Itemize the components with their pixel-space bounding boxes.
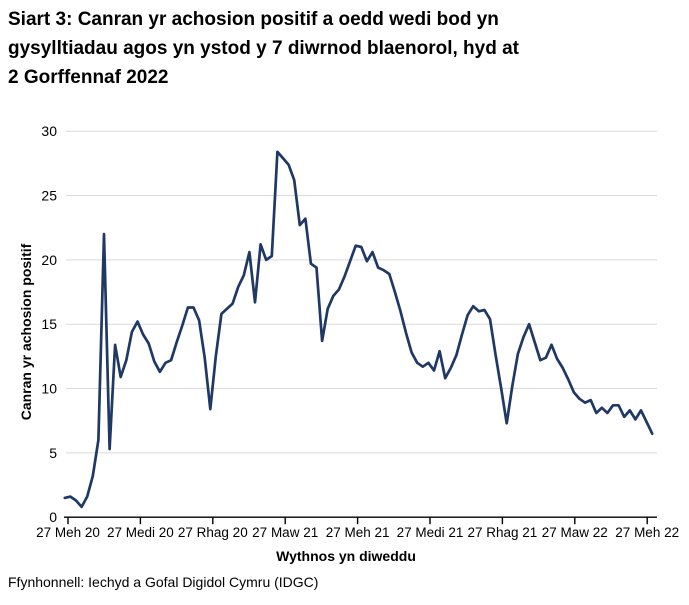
y-tick-label: 20: [41, 252, 57, 268]
y-axis-title: Canran yr achosion positif: [18, 243, 34, 421]
y-tick-label: 0: [49, 509, 57, 525]
x-tick-label: 27 Meh 22: [615, 525, 679, 540]
y-tick-label: 30: [41, 123, 57, 139]
y-tick-label: 25: [41, 188, 57, 204]
y-tick-label: 15: [41, 316, 57, 332]
x-tick-label: 27 Rhag 20: [178, 525, 248, 540]
y-tick-label: 10: [41, 381, 57, 397]
x-tick-label: 27 Meh 20: [36, 525, 100, 540]
x-tick-label: 27 Maw 22: [542, 525, 608, 540]
x-tick-label: 27 Medi 20: [107, 525, 174, 540]
source-note: Ffynhonnell: Iechyd a Gofal Digidol Cymr…: [8, 574, 319, 590]
x-tick-label: 27 Meh 21: [326, 525, 390, 540]
x-tick-label: 27 Medi 21: [397, 525, 464, 540]
chart-title: Siart 3: Canran yr achosion positif a oe…: [8, 9, 519, 88]
x-tick-label: 27 Maw 21: [252, 525, 318, 540]
x-tick-label: 27 Rhag 21: [467, 525, 537, 540]
y-tick-label: 5: [49, 445, 57, 461]
x-axis-title: Wythnos yn diweddu: [276, 548, 416, 564]
data-line-series: [63, 150, 654, 509]
